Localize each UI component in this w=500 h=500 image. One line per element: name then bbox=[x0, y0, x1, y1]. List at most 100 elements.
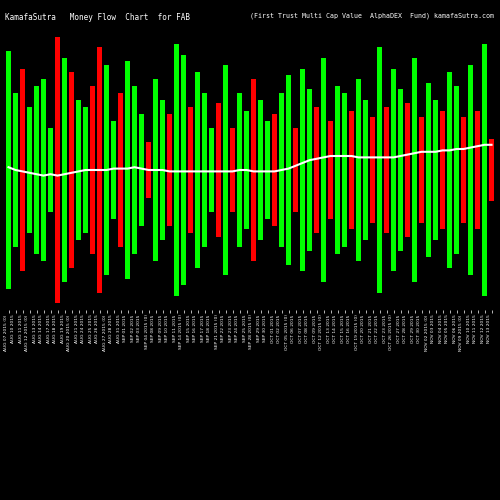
Bar bbox=[140, 170, 143, 226]
Bar bbox=[462, 170, 466, 223]
Bar bbox=[434, 100, 438, 170]
Bar bbox=[322, 170, 326, 282]
Bar bbox=[182, 55, 186, 170]
Bar bbox=[70, 72, 73, 170]
Bar bbox=[6, 51, 10, 170]
Bar bbox=[280, 93, 283, 170]
Bar bbox=[420, 170, 424, 223]
Bar bbox=[140, 114, 143, 170]
Bar bbox=[160, 170, 164, 240]
Bar bbox=[118, 93, 122, 170]
Bar bbox=[188, 170, 192, 233]
Bar bbox=[112, 170, 116, 219]
Bar bbox=[244, 111, 248, 170]
Bar bbox=[20, 170, 24, 271]
Bar bbox=[468, 65, 472, 170]
Bar bbox=[392, 69, 396, 170]
Bar bbox=[406, 103, 409, 170]
Bar bbox=[272, 170, 276, 226]
Bar bbox=[62, 170, 66, 282]
Bar bbox=[216, 170, 220, 237]
Bar bbox=[482, 170, 486, 296]
Bar bbox=[28, 170, 32, 233]
Bar bbox=[384, 107, 388, 170]
Bar bbox=[328, 170, 332, 219]
Bar bbox=[90, 86, 94, 170]
Bar bbox=[160, 100, 164, 170]
Bar bbox=[490, 170, 494, 201]
Bar bbox=[440, 170, 444, 229]
Bar bbox=[280, 170, 283, 247]
Bar bbox=[454, 86, 458, 170]
Bar bbox=[314, 170, 318, 233]
Bar bbox=[216, 103, 220, 170]
Bar bbox=[14, 93, 18, 170]
Bar bbox=[266, 170, 270, 219]
Bar bbox=[350, 170, 354, 229]
Bar bbox=[378, 47, 382, 170]
Bar bbox=[14, 170, 18, 247]
Bar bbox=[426, 170, 430, 257]
Bar bbox=[48, 170, 52, 212]
Bar bbox=[462, 117, 466, 170]
Bar bbox=[356, 79, 360, 170]
Bar bbox=[454, 170, 458, 254]
Bar bbox=[468, 170, 472, 275]
Bar bbox=[294, 128, 298, 170]
Bar bbox=[364, 100, 368, 170]
Bar bbox=[98, 170, 102, 293]
Bar bbox=[370, 117, 374, 170]
Bar bbox=[182, 170, 186, 285]
Bar bbox=[392, 170, 396, 271]
Bar bbox=[384, 170, 388, 233]
Bar bbox=[230, 128, 234, 170]
Bar bbox=[308, 170, 312, 251]
Bar bbox=[56, 170, 60, 303]
Bar bbox=[154, 170, 158, 261]
Bar bbox=[168, 114, 172, 170]
Bar bbox=[244, 170, 248, 229]
Bar bbox=[188, 107, 192, 170]
Bar bbox=[90, 170, 94, 254]
Bar bbox=[476, 111, 480, 170]
Bar bbox=[146, 142, 150, 170]
Bar bbox=[314, 107, 318, 170]
Bar bbox=[48, 128, 52, 170]
Bar bbox=[168, 170, 172, 226]
Bar bbox=[202, 93, 206, 170]
Bar bbox=[112, 121, 116, 170]
Bar bbox=[34, 86, 38, 170]
Bar bbox=[174, 44, 178, 170]
Bar bbox=[62, 58, 66, 170]
Bar bbox=[426, 83, 430, 170]
Bar bbox=[84, 170, 87, 233]
Bar bbox=[126, 61, 130, 170]
Bar bbox=[370, 170, 374, 223]
Bar bbox=[350, 111, 354, 170]
Bar bbox=[300, 69, 304, 170]
Bar bbox=[364, 170, 368, 240]
Bar bbox=[286, 75, 290, 170]
Bar bbox=[440, 111, 444, 170]
Bar bbox=[342, 170, 346, 247]
Bar bbox=[34, 170, 38, 254]
Bar bbox=[322, 58, 326, 170]
Bar bbox=[286, 170, 290, 265]
Bar bbox=[238, 93, 242, 170]
Bar bbox=[56, 37, 60, 170]
Bar bbox=[342, 93, 346, 170]
Bar bbox=[252, 79, 256, 170]
Bar bbox=[76, 170, 80, 240]
Bar bbox=[104, 65, 108, 170]
Bar bbox=[42, 170, 46, 261]
Bar bbox=[398, 170, 402, 251]
Bar bbox=[174, 170, 178, 296]
Bar bbox=[406, 170, 409, 237]
Bar bbox=[434, 170, 438, 240]
Bar bbox=[28, 107, 32, 170]
Bar bbox=[210, 128, 214, 170]
Bar bbox=[420, 117, 424, 170]
Bar bbox=[398, 89, 402, 170]
Text: KamafaSutra   Money Flow  Chart  for FAB: KamafaSutra Money Flow Chart for FAB bbox=[5, 12, 190, 22]
Bar bbox=[210, 170, 214, 212]
